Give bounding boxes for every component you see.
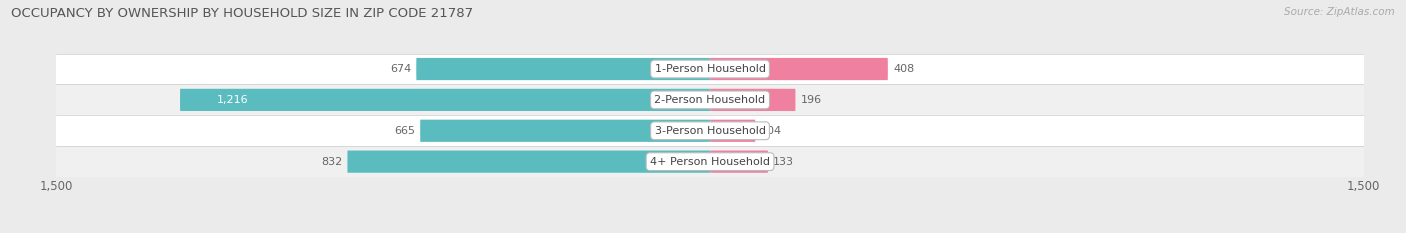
FancyBboxPatch shape [180, 89, 710, 111]
FancyBboxPatch shape [416, 58, 710, 80]
Text: 104: 104 [761, 126, 782, 136]
Bar [56, 115, 1364, 146]
FancyBboxPatch shape [347, 151, 710, 173]
Bar [56, 85, 1364, 115]
FancyBboxPatch shape [710, 120, 755, 142]
Text: Source: ZipAtlas.com: Source: ZipAtlas.com [1284, 7, 1395, 17]
Text: 1,216: 1,216 [217, 95, 249, 105]
Text: OCCUPANCY BY OWNERSHIP BY HOUSEHOLD SIZE IN ZIP CODE 21787: OCCUPANCY BY OWNERSHIP BY HOUSEHOLD SIZE… [11, 7, 474, 20]
Text: 196: 196 [800, 95, 823, 105]
Text: 3-Person Household: 3-Person Household [655, 126, 765, 136]
Text: 408: 408 [893, 64, 914, 74]
Text: 133: 133 [773, 157, 794, 167]
Text: 2-Person Household: 2-Person Household [654, 95, 766, 105]
FancyBboxPatch shape [420, 120, 710, 142]
Text: 1-Person Household: 1-Person Household [655, 64, 765, 74]
Text: 665: 665 [394, 126, 415, 136]
FancyBboxPatch shape [710, 89, 796, 111]
Text: 4+ Person Household: 4+ Person Household [650, 157, 770, 167]
Bar [56, 54, 1364, 85]
Text: 674: 674 [389, 64, 411, 74]
FancyBboxPatch shape [710, 58, 887, 80]
FancyBboxPatch shape [710, 151, 768, 173]
Bar [56, 146, 1364, 177]
Text: 832: 832 [321, 157, 342, 167]
